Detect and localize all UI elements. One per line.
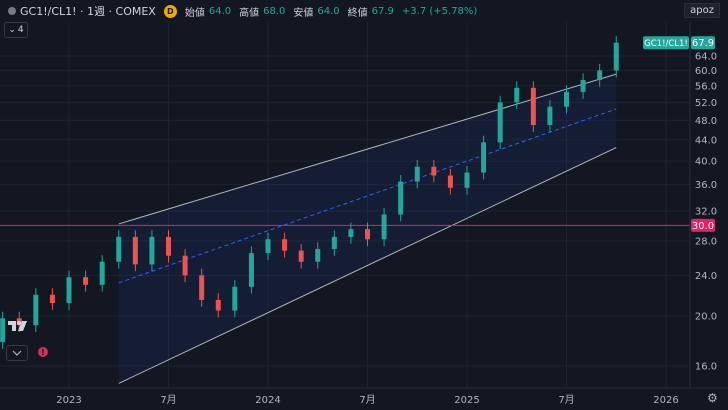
candle-body[interactable] — [0, 318, 6, 343]
symbol-name-badge — [643, 36, 689, 50]
candle-body[interactable] — [83, 277, 89, 285]
candle-body[interactable] — [182, 255, 188, 276]
candle-body[interactable] — [348, 229, 354, 237]
close-label: 終値 — [347, 7, 368, 19]
hline-price-label: 30.0 — [692, 221, 714, 232]
indicator-count: 4 — [17, 25, 24, 35]
candle-body[interactable] — [547, 106, 553, 126]
y-tick-label: 44.0 — [695, 135, 717, 146]
candle-body[interactable] — [265, 239, 271, 254]
candle-body[interactable] — [132, 236, 138, 265]
x-tick-label: 7月 — [558, 394, 574, 406]
y-tick-label: 32.0 — [695, 206, 717, 217]
regression-channel-middle — [118, 108, 617, 284]
chart-legend-header: GC1!/CL1! · 1週 · COMEX D 始値 64.0 高値 68.0… — [0, 0, 688, 22]
x-tick-label: 2026 — [653, 395, 678, 406]
candle-body[interactable] — [315, 248, 321, 262]
data-source-badge: D — [163, 4, 177, 18]
change-value: +3.7 (+5.78%) — [401, 5, 478, 17]
y-tick-label: 52.0 — [695, 98, 717, 109]
candle-body[interactable] — [597, 70, 603, 80]
chevron-down-icon: ⌄ — [8, 25, 16, 35]
high-label: 高値 — [239, 7, 260, 19]
candle-body[interactable] — [166, 236, 171, 256]
tradingview-logo-icon[interactable] — [8, 320, 30, 335]
x-tick-label: 2023 — [56, 395, 81, 406]
x-tick-label: 2025 — [454, 395, 479, 406]
candle-body[interactable] — [149, 236, 155, 265]
candle-body[interactable] — [613, 42, 619, 71]
candle-body[interactable] — [49, 294, 55, 304]
price-axis-bg — [690, 22, 728, 388]
candle-body[interactable] — [232, 286, 238, 311]
open-value: 64.0 — [208, 5, 232, 17]
y-tick-label: 36.0 — [695, 180, 717, 191]
chevron-down-icon — [12, 350, 22, 356]
candle-body[interactable] — [414, 166, 420, 182]
last-price-badge — [691, 36, 715, 50]
y-tick-label: 40.0 — [695, 157, 717, 168]
hline-price-badge — [691, 218, 715, 232]
candle-body[interactable] — [215, 299, 221, 311]
candle-body[interactable] — [331, 236, 337, 249]
apoz-logo: apoz — [684, 3, 720, 18]
y-tick-label: 24.0 — [695, 271, 717, 282]
low-value: 64.0 — [317, 5, 340, 17]
candle-body[interactable] — [66, 277, 72, 304]
y-tick-label: 64.0 — [695, 51, 717, 62]
alert-warning-icon[interactable]: ! — [38, 347, 48, 357]
candle-body[interactable] — [497, 102, 503, 143]
symbol-title[interactable]: GC1!/CL1! · 1週 · COMEX — [20, 5, 156, 18]
open-label: 始値 — [184, 7, 205, 19]
y-tick-label: 20.0 — [695, 312, 717, 323]
last-price-label: 67.9 — [692, 38, 714, 49]
symbol-name-label: GC1!/CL1! — [644, 39, 688, 49]
candle-body[interactable] — [481, 142, 487, 173]
y-tick-label: 48.0 — [695, 116, 717, 127]
candle-body[interactable] — [99, 261, 105, 285]
low-label: 安値 — [293, 7, 314, 19]
pane-collapse-button[interactable] — [6, 345, 28, 361]
candle-body[interactable] — [580, 79, 586, 92]
candle-body[interactable] — [199, 275, 205, 300]
candle-body[interactable] — [381, 214, 387, 240]
candle-body[interactable] — [116, 236, 122, 262]
candle-body[interactable] — [431, 166, 437, 176]
y-tick-label: 16.0 — [695, 361, 717, 372]
x-tick-label: 7月 — [359, 394, 375, 406]
y-tick-label: 28.0 — [695, 236, 717, 247]
candle-body[interactable] — [365, 229, 370, 240]
candle-body[interactable] — [398, 181, 404, 215]
y-tick-label: 60.0 — [695, 66, 717, 77]
candle-body[interactable] — [530, 87, 536, 126]
candle-body[interactable] — [282, 239, 288, 251]
x-tick-label: 2024 — [255, 395, 280, 406]
candle-body[interactable] — [447, 175, 453, 188]
indicator-collapse-button[interactable]: ⌄ 4 — [4, 22, 28, 38]
high-value: 68.0 — [263, 5, 286, 17]
candle-body[interactable] — [298, 250, 304, 262]
regression-channel-lower — [118, 147, 617, 384]
close-value: 67.9 — [371, 5, 394, 17]
candle-body[interactable] — [33, 294, 39, 326]
candle-body[interactable] — [464, 172, 470, 188]
x-tick-label: 7月 — [160, 394, 176, 406]
candle-body[interactable] — [248, 253, 254, 287]
candle-body[interactable] — [564, 91, 569, 107]
y-tick-label: 56.0 — [695, 81, 717, 92]
candle-body[interactable] — [514, 87, 520, 103]
gear-icon[interactable]: ⚙ — [707, 391, 718, 405]
symbol-status-icon — [8, 7, 16, 15]
